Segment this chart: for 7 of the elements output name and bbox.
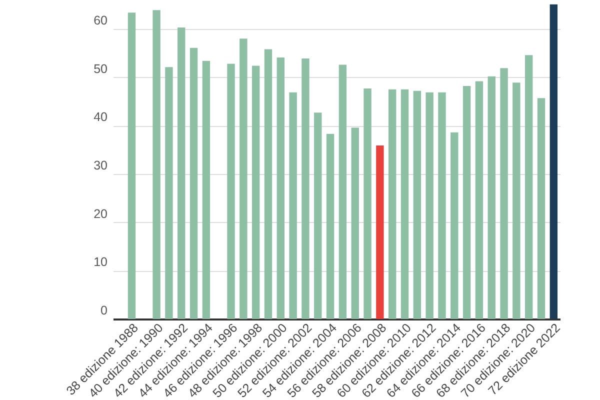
y-tick-label: 10 <box>94 255 108 270</box>
y-tick-label: 0 <box>100 304 108 318</box>
y-tick-label: 20 <box>94 206 108 221</box>
y-tick-label: 40 <box>94 110 108 124</box>
y-tick-label: 30 <box>94 158 108 172</box>
y-tick-label: 60 <box>94 14 108 28</box>
y-tick-label: 50 <box>94 62 108 76</box>
